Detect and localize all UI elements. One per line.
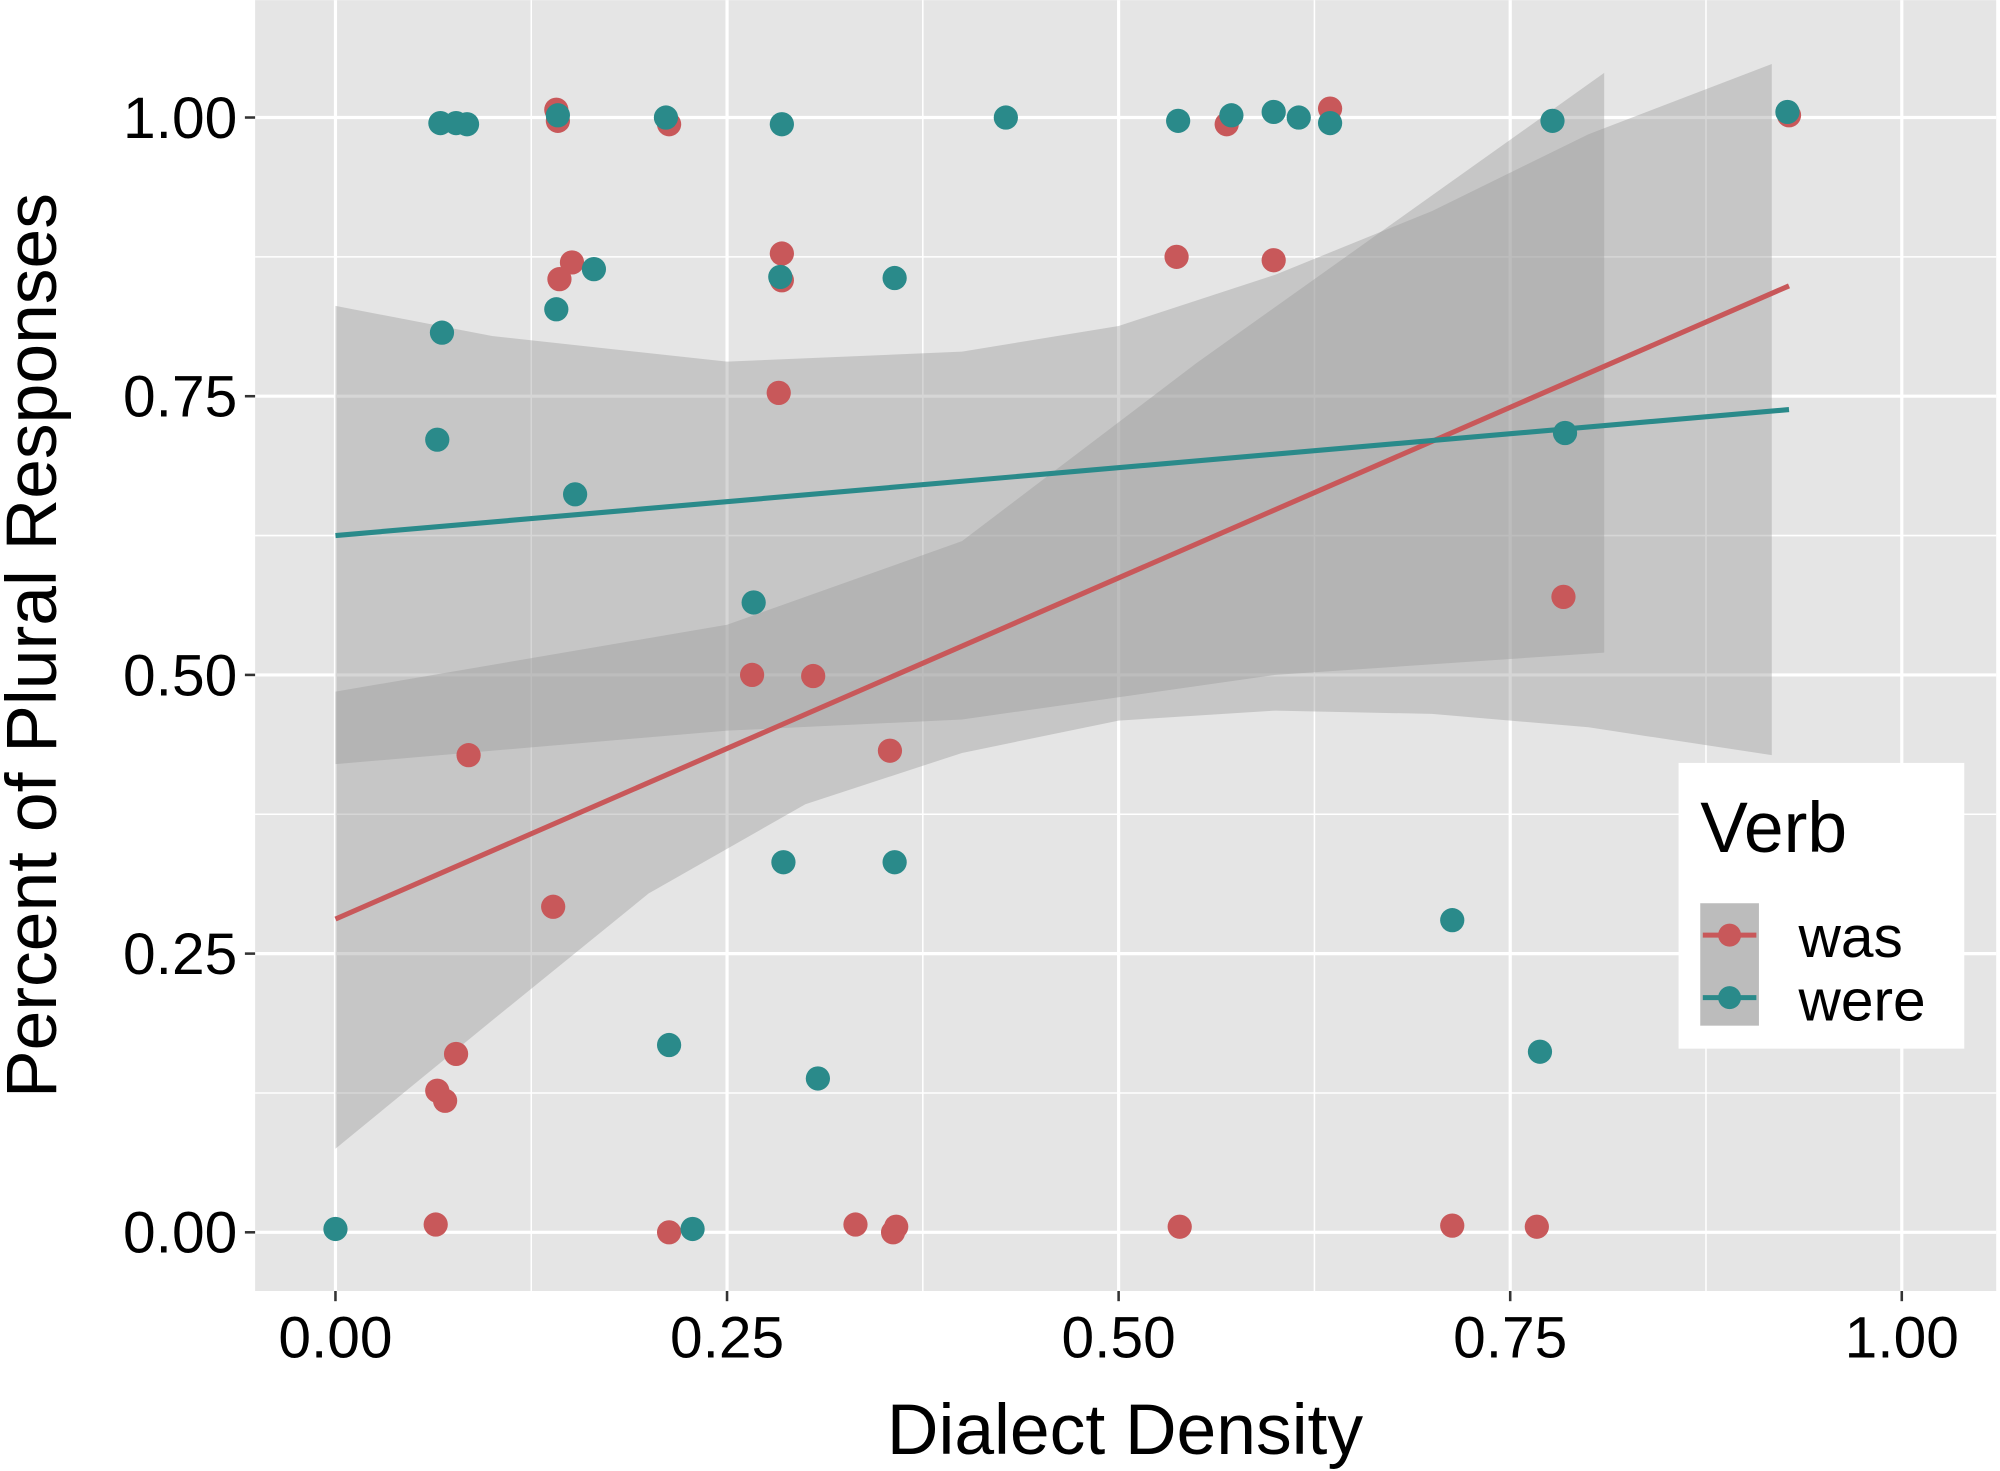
legend-key-was-point	[1718, 923, 1742, 947]
point-was	[769, 241, 794, 266]
x-tick-label: 0.00	[278, 1305, 392, 1370]
point-was	[1164, 244, 1189, 269]
point-was	[423, 1212, 448, 1237]
point-were	[545, 103, 570, 128]
point-were	[771, 850, 796, 875]
point-were	[993, 105, 1018, 130]
y-tick-label: 0.50	[123, 643, 237, 708]
gridlines	[255, 0, 1997, 1291]
point-was	[877, 738, 903, 763]
point-were	[882, 265, 907, 291]
point-were	[805, 1066, 831, 1091]
y-tick-label: 0.00	[123, 1201, 237, 1266]
point-were	[1775, 99, 1800, 125]
x-tick-label: 0.75	[1453, 1305, 1567, 1370]
point-was	[801, 663, 826, 689]
x-axis-ticks: 0.00 0.25 0.50 0.75 1.00	[278, 1290, 1959, 1370]
point-were	[1540, 108, 1565, 133]
point-were	[1552, 420, 1578, 446]
y-axis-label: Percent of Plural Responses	[0, 193, 72, 1098]
fit-line-was	[334, 283, 1791, 922]
fit-lines	[334, 283, 1791, 922]
point-was	[1551, 584, 1576, 609]
legend-label-were: were	[1797, 969, 1925, 1034]
y-tick-label: 1.00	[123, 86, 237, 151]
point-were	[1166, 108, 1191, 133]
x-tick-label: 0.25	[670, 1305, 784, 1370]
point-was	[547, 267, 572, 292]
point-were	[882, 850, 907, 875]
point-was	[1524, 1214, 1549, 1239]
point-was	[559, 250, 585, 275]
point-was	[739, 662, 765, 688]
point-were	[425, 427, 450, 452]
point-was	[1261, 248, 1286, 273]
point-was	[1167, 1214, 1192, 1239]
point-were	[581, 257, 607, 282]
legend-label-was: was	[1797, 905, 1902, 970]
point-was	[766, 380, 791, 405]
point-were	[656, 1032, 682, 1058]
point-were	[1440, 908, 1465, 933]
y-axis-ticks: 0.00 0.25 0.50 0.75 1.00	[123, 86, 256, 1266]
point-was	[656, 1220, 682, 1245]
y-tick-label: 0.75	[123, 365, 237, 430]
legend-title: Verb	[1700, 788, 1847, 868]
point-were	[323, 1216, 348, 1242]
point-was	[456, 743, 481, 768]
point-was	[884, 1214, 909, 1239]
confidence-ribbon-2	[335, 72, 1605, 765]
point-were	[544, 297, 569, 322]
legend-key-were-point	[1718, 986, 1742, 1010]
point-were	[562, 482, 588, 507]
point-were	[653, 105, 679, 130]
point-were	[1286, 105, 1311, 130]
fit-line-were	[335, 407, 1790, 539]
point-was	[541, 894, 566, 919]
point-were	[769, 112, 794, 137]
point-was	[443, 1041, 469, 1067]
point-were	[429, 320, 455, 345]
x-tick-label: 1.00	[1845, 1305, 1959, 1370]
point-were	[741, 590, 766, 615]
x-axis-label: Dialect Density	[887, 1390, 1364, 1470]
point-were	[1261, 99, 1286, 125]
point-were	[1527, 1039, 1553, 1064]
point-was	[432, 1088, 458, 1113]
legend: Verb was were	[1678, 762, 1965, 1049]
x-tick-label: 0.50	[1062, 1305, 1176, 1370]
data-points	[323, 96, 1802, 1245]
point-were	[1317, 110, 1343, 136]
point-was	[1440, 1213, 1465, 1238]
point-were	[454, 112, 480, 137]
point-were	[768, 264, 793, 290]
point-was	[843, 1212, 868, 1237]
point-were	[1219, 103, 1244, 128]
point-were	[680, 1216, 705, 1242]
y-tick-label: 0.25	[123, 922, 237, 987]
